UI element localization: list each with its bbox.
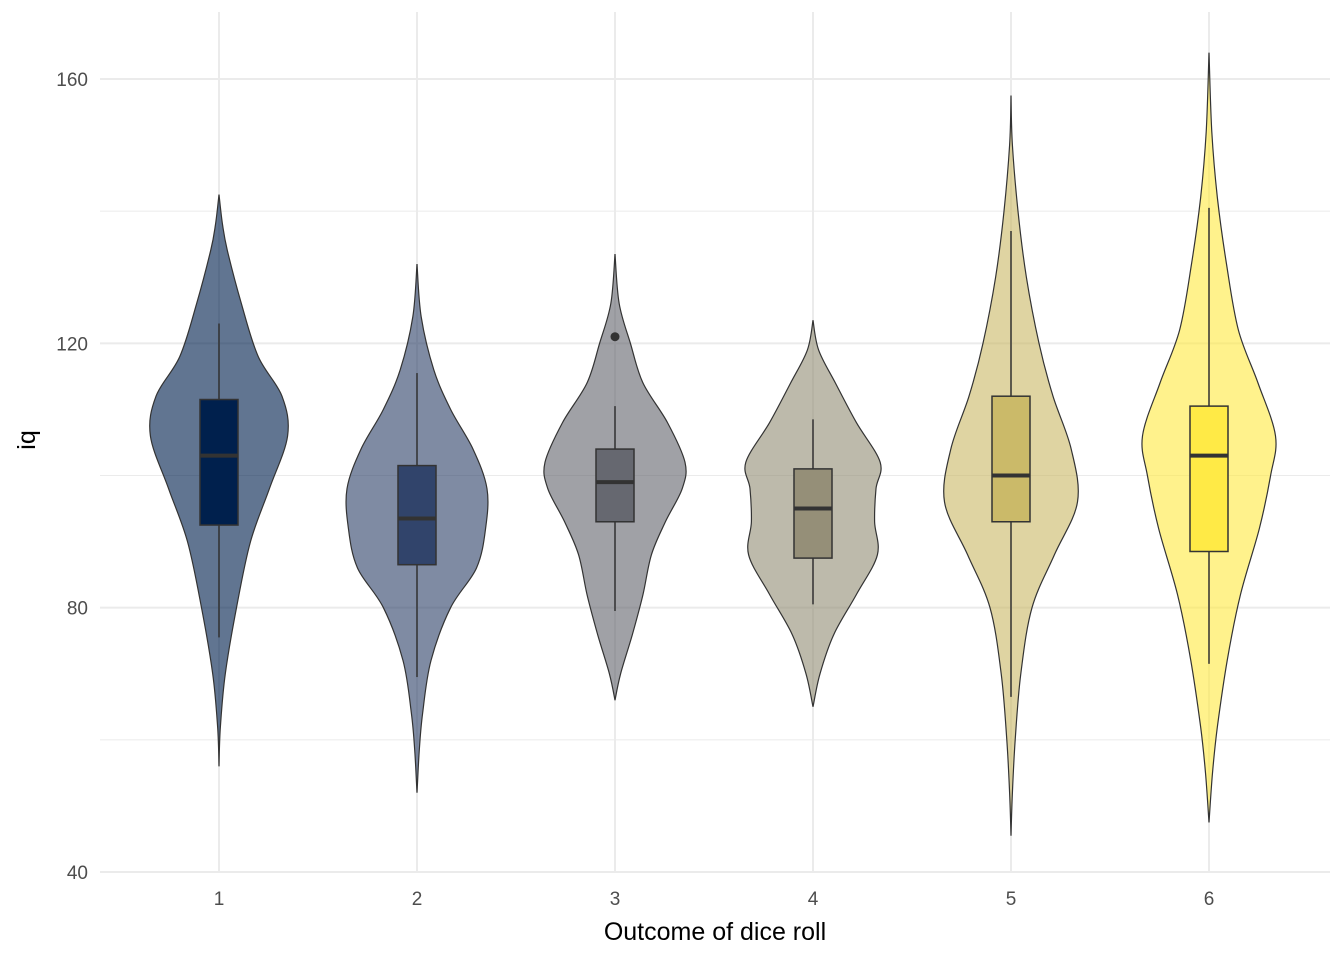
box-iqr [199,398,239,526]
y-axis-title: iq [13,430,41,449]
boxplot-1 [199,323,239,638]
boxplots [199,207,1229,697]
y-tick-label: 40 [67,863,88,884]
x-tick-label: 2 [412,889,423,910]
x-tick-labels: 1 2 3 4 5 6 [214,889,1215,910]
x-tick-label: 5 [1006,889,1017,910]
boxplot-6 [1189,207,1229,664]
y-tick-label: 80 [67,599,88,620]
box-iqr [991,395,1031,523]
x-axis-title: Outcome of dice roll [604,918,826,946]
x-tick-label: 4 [808,889,819,910]
outlier-point [610,332,620,342]
x-tick-label: 1 [214,889,225,910]
boxplot-2 [397,373,437,678]
x-tick-label: 3 [610,889,621,910]
box-iqr [397,464,437,566]
y-tick-label: 120 [56,334,88,355]
box-iqr [595,448,635,523]
x-tick-label: 6 [1204,889,1215,910]
y-tick-labels: 40 80 120 160 [56,70,88,884]
boxplot-4 [793,419,833,605]
violins [149,52,1277,836]
boxplot-3 [595,332,635,611]
y-tick-label: 160 [56,70,88,91]
box-iqr [793,468,833,559]
box-iqr [1189,405,1229,553]
boxplot-5 [991,230,1031,697]
